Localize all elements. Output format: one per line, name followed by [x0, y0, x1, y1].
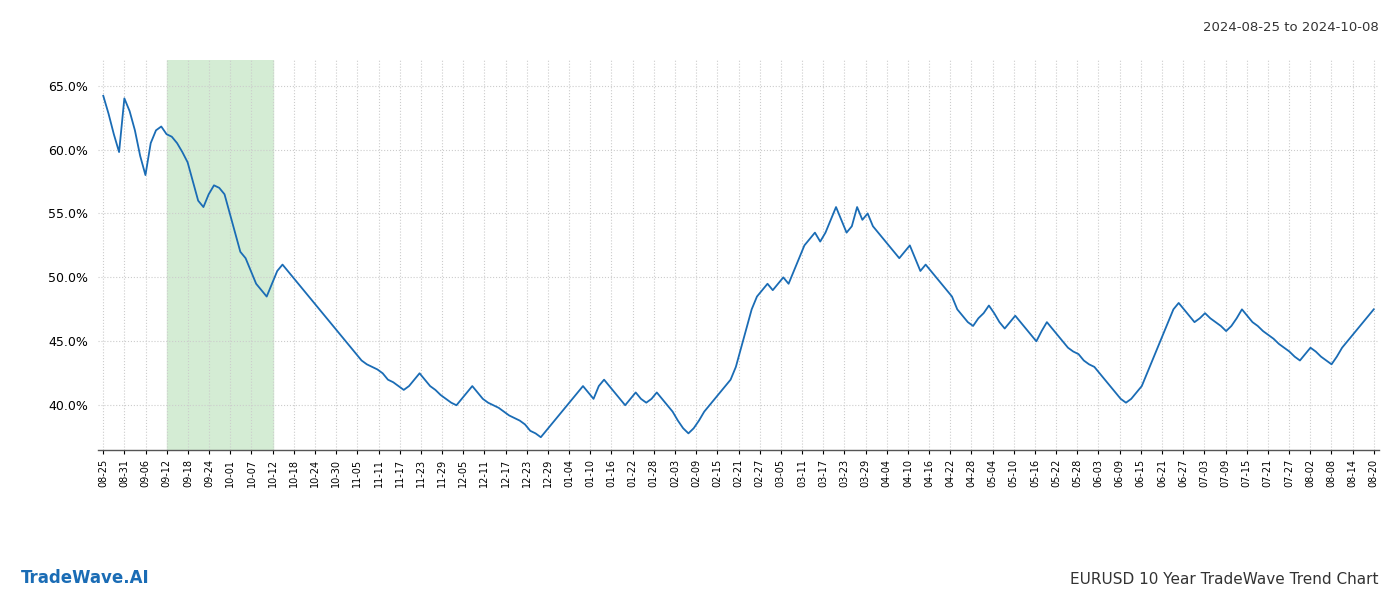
Bar [167, 60, 273, 450]
Text: 2024-08-25 to 2024-10-08: 2024-08-25 to 2024-10-08 [1203, 21, 1379, 34]
Text: EURUSD 10 Year TradeWave Trend Chart: EURUSD 10 Year TradeWave Trend Chart [1071, 572, 1379, 587]
Text: TradeWave.AI: TradeWave.AI [21, 569, 150, 587]
